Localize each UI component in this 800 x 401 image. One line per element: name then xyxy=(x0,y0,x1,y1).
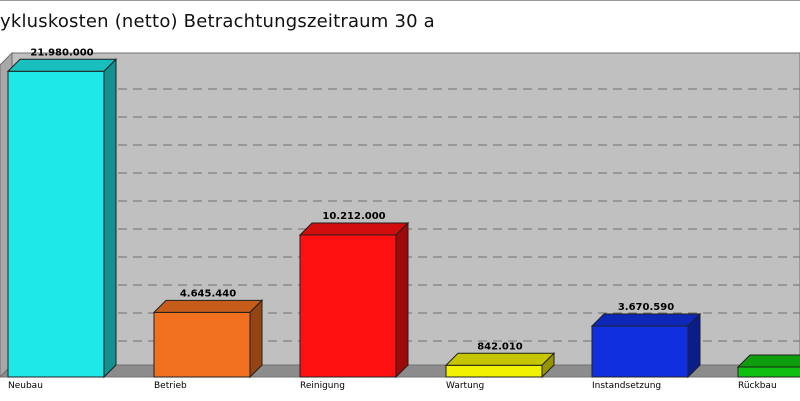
chart-title: ykluskosten (netto) Betrachtungszeitraum… xyxy=(0,11,435,32)
bar-top-betrieb xyxy=(152,299,264,313)
bar-group-instandsetzung xyxy=(590,312,702,379)
category-label-wartung: Wartung xyxy=(446,381,484,391)
bar-side-wartung xyxy=(541,352,555,379)
bar-side-reinigung xyxy=(395,221,409,379)
value-label-instandsetzung: 3.670.590 xyxy=(618,302,674,313)
bar-reinigung xyxy=(299,234,397,378)
bar-top-wartung xyxy=(444,352,556,366)
category-label-neubau: Neubau xyxy=(8,381,43,391)
bar-side-neubau xyxy=(103,58,117,379)
bar-neubau xyxy=(7,70,105,378)
bar-rückbau xyxy=(737,366,800,378)
value-label-wartung: 842.010 xyxy=(477,341,523,352)
bar-top-instandsetzung xyxy=(590,313,702,327)
category-label-betrieb: Betrieb xyxy=(154,381,187,391)
bar-group-rückbau xyxy=(736,354,800,378)
bar-group-betrieb xyxy=(152,299,264,379)
bar-group-neubau xyxy=(6,58,118,379)
bar-group-wartung xyxy=(444,352,556,379)
bar-top-rückbau xyxy=(736,354,800,368)
value-label-betrieb: 4.645.440 xyxy=(180,288,236,299)
bar-side-betrieb xyxy=(249,299,263,379)
category-label-reinigung: Reinigung xyxy=(300,381,345,391)
bar-top-neubau xyxy=(6,58,118,72)
bar-instandsetzung xyxy=(591,325,689,378)
bar-betrieb xyxy=(153,311,251,378)
bar-wartung xyxy=(445,364,543,378)
bar-group-reinigung xyxy=(298,221,410,379)
bar-side-instandsetzung xyxy=(687,312,701,379)
value-label-neubau: 21.980.000 xyxy=(30,47,93,58)
bar-top-reinigung xyxy=(298,222,410,236)
category-label-instandsetzung: Instandsetzung xyxy=(592,381,661,391)
value-label-reinigung: 10.212.000 xyxy=(322,211,385,222)
category-label-rückbau: Rückbau xyxy=(738,381,777,391)
